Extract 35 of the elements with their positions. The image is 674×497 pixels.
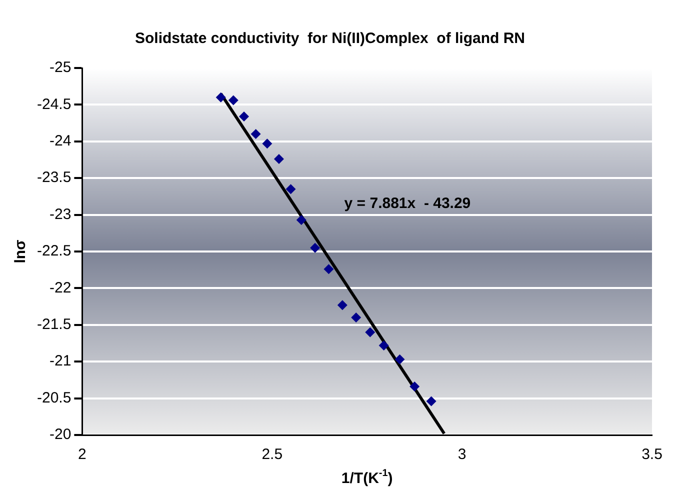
- y-tick-label: -25: [50, 59, 72, 76]
- y-tick-label: -23.5: [36, 169, 72, 186]
- x-tick-label: 3.5: [642, 446, 662, 464]
- point: [250, 129, 261, 140]
- point: [286, 184, 296, 194]
- y-axis-title: lnσ: [12, 240, 30, 264]
- point: [216, 92, 226, 102]
- x-tick-label: 3: [458, 446, 466, 464]
- point: [351, 312, 362, 323]
- point: [274, 154, 284, 164]
- point: [262, 138, 272, 149]
- point: [239, 111, 250, 122]
- point: [378, 340, 389, 350]
- y-tick-label: -22.5: [36, 242, 72, 260]
- y-tick-label: -23: [50, 206, 72, 223]
- annotation: y = 7.881x - 43.29: [344, 194, 471, 212]
- y-tick-label: -24.5: [36, 96, 72, 113]
- point: [394, 354, 405, 364]
- chart-title: Solidstate conductivity for Ni(II)Complex of ligand RN: [134, 30, 526, 48]
- point: [296, 214, 306, 225]
- y-tick-label: -21.5: [36, 316, 72, 334]
- point: [310, 242, 320, 253]
- point: [365, 327, 376, 338]
- point: [324, 264, 334, 274]
- y-tick-label: -24: [50, 132, 72, 150]
- x-tick-label: 2: [78, 446, 86, 464]
- point: [410, 382, 420, 392]
- y-tick-label: -20: [50, 426, 72, 444]
- point: [337, 300, 348, 310]
- y-tick-label: -20.5: [36, 389, 72, 406]
- point: [426, 396, 436, 406]
- y-tick-label: -22: [50, 279, 72, 296]
- y-tick-label: -21: [50, 352, 72, 370]
- x-tick-label: 2.5: [262, 446, 283, 464]
- point: [228, 95, 238, 106]
